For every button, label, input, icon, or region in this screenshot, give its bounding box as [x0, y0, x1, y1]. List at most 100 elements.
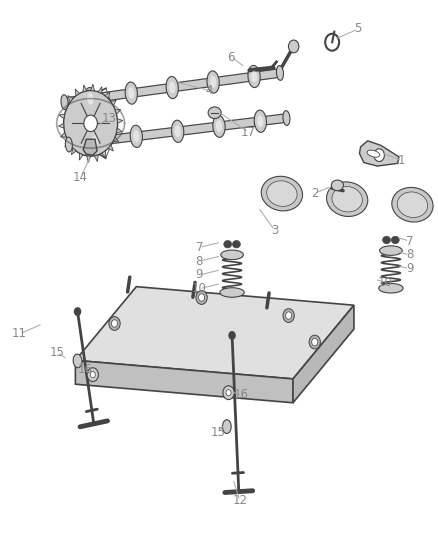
Circle shape	[198, 294, 205, 301]
Text: 16: 16	[234, 389, 249, 401]
Polygon shape	[113, 137, 119, 142]
Ellipse shape	[283, 111, 290, 125]
Text: 7: 7	[406, 235, 413, 247]
Ellipse shape	[257, 115, 263, 127]
Text: 15: 15	[49, 346, 64, 359]
Circle shape	[74, 308, 81, 316]
Polygon shape	[65, 141, 70, 147]
Text: 14: 14	[73, 171, 88, 184]
Ellipse shape	[89, 130, 101, 152]
Ellipse shape	[397, 192, 427, 217]
Ellipse shape	[367, 150, 380, 157]
Circle shape	[229, 332, 235, 339]
Ellipse shape	[133, 131, 139, 142]
Polygon shape	[360, 141, 399, 166]
Text: 10: 10	[192, 282, 207, 295]
Text: 12: 12	[233, 495, 247, 507]
Text: 9: 9	[196, 269, 203, 281]
Ellipse shape	[391, 236, 399, 244]
Ellipse shape	[380, 246, 402, 255]
Text: 4: 4	[206, 84, 213, 97]
Ellipse shape	[92, 135, 98, 147]
Text: 1: 1	[398, 154, 406, 167]
Circle shape	[226, 390, 231, 396]
Polygon shape	[75, 360, 293, 403]
Ellipse shape	[223, 419, 231, 433]
Ellipse shape	[84, 87, 96, 110]
Circle shape	[109, 317, 120, 330]
Ellipse shape	[331, 180, 343, 191]
Polygon shape	[98, 86, 102, 93]
Ellipse shape	[379, 284, 403, 293]
Polygon shape	[64, 69, 280, 107]
Polygon shape	[117, 128, 122, 133]
Ellipse shape	[169, 82, 175, 93]
Circle shape	[374, 149, 385, 161]
Ellipse shape	[224, 240, 232, 248]
Ellipse shape	[267, 181, 297, 206]
Ellipse shape	[233, 240, 240, 248]
Circle shape	[84, 115, 97, 132]
Polygon shape	[87, 156, 91, 163]
Ellipse shape	[383, 236, 391, 244]
Polygon shape	[115, 110, 121, 114]
Text: 6: 6	[227, 51, 235, 63]
Circle shape	[112, 320, 117, 327]
Ellipse shape	[73, 354, 82, 368]
Text: 3: 3	[271, 224, 279, 237]
Circle shape	[289, 40, 299, 53]
Polygon shape	[75, 287, 354, 379]
Ellipse shape	[130, 125, 142, 148]
Polygon shape	[60, 133, 66, 137]
Circle shape	[286, 312, 292, 319]
Ellipse shape	[207, 71, 219, 93]
Ellipse shape	[332, 187, 362, 212]
Polygon shape	[108, 145, 113, 151]
Circle shape	[312, 338, 318, 346]
Polygon shape	[68, 114, 287, 149]
Polygon shape	[68, 95, 73, 102]
Polygon shape	[102, 151, 106, 158]
Polygon shape	[79, 154, 83, 160]
Ellipse shape	[87, 93, 93, 104]
Ellipse shape	[166, 76, 178, 99]
Circle shape	[283, 309, 294, 322]
Text: 15: 15	[211, 426, 226, 440]
Ellipse shape	[175, 125, 181, 137]
Text: 8: 8	[196, 255, 203, 268]
Ellipse shape	[61, 95, 68, 109]
Text: 10: 10	[378, 276, 393, 289]
Ellipse shape	[392, 188, 433, 222]
Polygon shape	[95, 155, 98, 161]
Ellipse shape	[208, 107, 221, 118]
Ellipse shape	[220, 288, 244, 297]
Ellipse shape	[65, 137, 72, 152]
Ellipse shape	[216, 120, 222, 132]
Polygon shape	[59, 114, 65, 119]
Ellipse shape	[248, 66, 260, 87]
Circle shape	[90, 372, 95, 378]
Polygon shape	[105, 92, 110, 99]
Circle shape	[196, 290, 207, 304]
Ellipse shape	[172, 120, 184, 142]
Circle shape	[309, 335, 321, 349]
Ellipse shape	[261, 176, 303, 211]
Ellipse shape	[276, 66, 283, 80]
Polygon shape	[91, 84, 95, 91]
Text: 17: 17	[241, 126, 256, 139]
Ellipse shape	[125, 82, 138, 104]
Ellipse shape	[128, 87, 134, 99]
Text: 8: 8	[406, 248, 413, 261]
Polygon shape	[293, 305, 354, 403]
Circle shape	[223, 386, 234, 400]
Text: 9: 9	[406, 262, 413, 275]
Ellipse shape	[251, 70, 257, 83]
Polygon shape	[111, 100, 117, 106]
Ellipse shape	[221, 250, 244, 260]
Polygon shape	[83, 85, 87, 92]
Ellipse shape	[210, 76, 216, 88]
Circle shape	[64, 91, 117, 156]
Text: 11: 11	[12, 327, 27, 341]
Polygon shape	[71, 148, 76, 155]
Polygon shape	[59, 123, 64, 128]
